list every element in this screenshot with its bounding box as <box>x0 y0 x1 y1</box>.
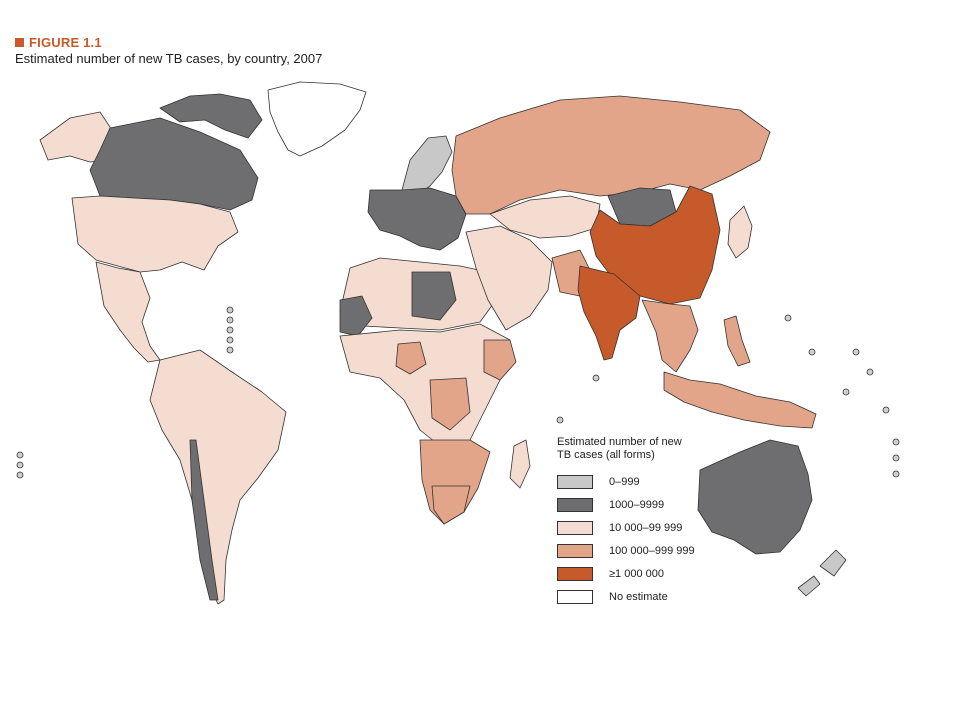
map-region-central-africa <box>339 323 511 447</box>
island-marker <box>882 406 890 414</box>
island-marker <box>16 461 24 469</box>
map-region-australia <box>697 439 813 555</box>
island-marker <box>808 348 816 356</box>
legend-label: 10 000–99 999 <box>609 521 683 534</box>
island-marker <box>226 346 234 354</box>
map-region-japan <box>727 205 753 259</box>
map-region-india <box>577 265 641 361</box>
map-region-canada <box>89 117 259 211</box>
legend-item: ≥1 000 000 <box>557 562 695 585</box>
legend-swatch <box>557 474 593 489</box>
map-region-scandinavia <box>401 135 453 197</box>
legend-item: 0–999 <box>557 470 695 493</box>
island-marker <box>784 314 792 322</box>
island-marker <box>226 326 234 334</box>
map-region-libya <box>411 271 457 321</box>
map-region-philippines <box>723 315 751 367</box>
legend-label: 0–999 <box>609 475 640 488</box>
island-marker <box>842 388 850 396</box>
map-region-west-africa-desert <box>339 295 373 337</box>
legend-label: 100 000–999 999 <box>609 544 695 557</box>
map-region-southeast-asia <box>641 299 699 373</box>
map-region-madagascar <box>509 439 531 489</box>
island-marker <box>892 438 900 446</box>
island-marker <box>866 368 874 376</box>
legend-label: ≥1 000 000 <box>609 567 664 580</box>
island-marker <box>852 348 860 356</box>
legend-swatch <box>557 520 593 535</box>
legend-item: 10 000–99 999 <box>557 516 695 539</box>
figure-label: FIGURE 1.1 <box>15 35 102 50</box>
figure-title: Estimated number of new TB cases, by cou… <box>15 51 323 66</box>
map-region-south-america <box>149 349 287 605</box>
map-region-dr-congo <box>429 377 471 431</box>
legend-swatch <box>557 497 593 512</box>
map-region-mexico-central-america <box>95 261 161 363</box>
legend-swatch <box>557 589 593 604</box>
map-region-nigeria <box>395 341 427 375</box>
map-region-new-zealand <box>797 549 847 597</box>
legend-title: Estimated number of new TB cases (all fo… <box>557 436 682 461</box>
legend-label: 1000–9999 <box>609 498 665 511</box>
map-region-indonesia <box>663 371 817 429</box>
map-region-greenland <box>267 81 367 157</box>
legend-label: No estimate <box>609 590 668 603</box>
island-marker <box>892 470 900 478</box>
figure-square-icon <box>15 38 24 47</box>
island-marker <box>226 316 234 324</box>
legend-swatch <box>557 566 593 581</box>
map-region-arctic-islands <box>159 93 263 139</box>
map-region-usa <box>71 195 239 273</box>
island-marker <box>556 416 564 424</box>
legend-swatch <box>557 543 593 558</box>
map-region-ethiopia <box>483 339 517 381</box>
island-marker <box>16 471 24 479</box>
legend-item: 100 000–999 999 <box>557 539 695 562</box>
island-marker <box>226 336 234 344</box>
island-marker <box>16 451 24 459</box>
legend-item: No estimate <box>557 585 695 608</box>
island-markers <box>16 306 900 479</box>
figure-label-text: FIGURE 1.1 <box>29 35 102 50</box>
map-region-chile <box>189 439 219 601</box>
island-marker <box>592 374 600 382</box>
legend-item: 1000–9999 <box>557 493 695 516</box>
map-region-russia <box>451 95 771 215</box>
map-region-middle-east <box>465 225 553 331</box>
island-marker <box>226 306 234 314</box>
map-region-europe <box>367 187 467 251</box>
island-marker <box>892 454 900 462</box>
map-legend: Estimated number of new TB cases (all fo… <box>557 436 695 608</box>
map-region-china <box>589 185 721 305</box>
map-region-south-africa <box>431 485 471 525</box>
